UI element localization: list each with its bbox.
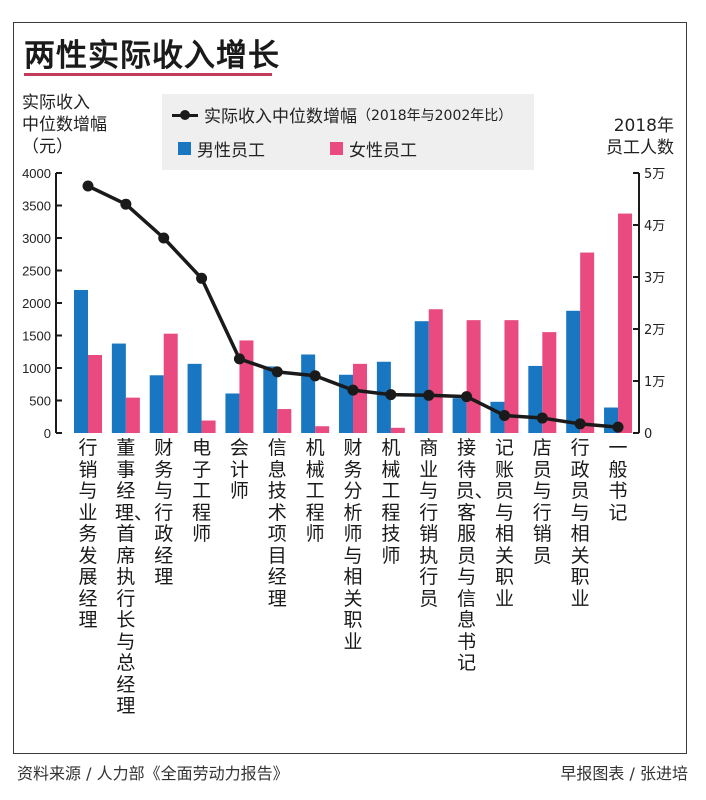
category-label: 一般书记 [607,438,629,524]
right-axis-tick-label: 2万 [644,323,665,338]
category-label: 机械工程师 [304,438,326,546]
male-bar [566,311,580,433]
male-bar [453,398,467,433]
category-label: 商业与行销执行员 [418,438,440,610]
category-label: 店员与行销员 [531,438,553,567]
income-growth-point [348,385,359,396]
male-bar [74,290,88,433]
category-label: 财务与行政经理 [153,438,175,589]
female-bar [467,320,481,433]
left-axis-tick-label: 1500 [22,329,51,344]
income-growth-point [385,389,396,400]
income-growth-point [120,199,131,210]
category-label: 行销与业务发展经理 [77,438,99,632]
category-label: 行政员与相关职业 [569,438,591,610]
female-bar [88,355,102,433]
right-axis-tick-label: 4万 [644,219,665,234]
right-axis-tick-label: 0 [644,427,652,442]
category-label: 财务分析师与相关职业 [342,438,364,653]
female-bar [277,409,291,433]
right-axis-tick-label: 5万 [644,167,665,182]
left-axis-tick-label: 4000 [22,166,51,181]
category-label: 董事经理、首席执行长与总经理 [115,438,137,718]
income-growth-point [613,422,624,433]
left-axis-tick-label: 3000 [22,231,51,246]
income-growth-point [499,410,510,421]
male-bar [112,344,126,433]
female-bar [202,421,216,433]
source-note: 资料来源 / 人力部《全面劳动力报告》 [17,760,289,784]
male-bar [415,321,429,433]
female-bar [429,309,443,433]
left-axis-tick-label: 500 [29,394,51,409]
income-growth-point [158,233,169,244]
female-bar [164,334,178,433]
right-axis-tick-label: 1万 [644,375,665,390]
male-bar [188,364,202,433]
income-growth-point [272,366,283,377]
left-axis-tick-label: 3500 [22,199,51,214]
category-label: 电子工程师 [191,438,213,546]
income-growth-point [196,273,207,284]
male-bar [301,354,315,433]
female-bar [391,428,405,433]
income-growth-point [461,391,472,402]
left-axis-tick-label: 2000 [22,296,51,311]
left-axis-tick-label: 2500 [22,264,51,279]
income-growth-point [575,418,586,429]
category-label: 信息技术项目经理 [266,438,288,610]
female-bar [315,426,329,433]
female-bar [126,398,140,433]
income-growth-point [234,353,245,364]
category-label: 会计师 [228,438,250,503]
income-growth-point [310,370,321,381]
female-bar [580,253,594,433]
income-growth-point [537,413,548,424]
left-axis-tick-label: 0 [44,426,51,441]
category-label: 记账员与相关职业 [493,438,515,610]
left-axis-tick-label: 1000 [22,361,51,376]
male-bar [225,393,239,433]
male-bar [150,375,164,433]
female-bar [353,364,367,433]
right-axis-tick-label: 3万 [644,271,665,286]
male-bar [339,375,353,433]
credit-note: 早报图表 / 张进培 [560,760,688,784]
income-growth-point [83,181,94,192]
income-growth-point [423,390,434,401]
female-bar [618,214,632,433]
category-label: 接待员、客服员与信息书记 [456,438,478,675]
category-label: 机械工程技师 [380,438,402,567]
